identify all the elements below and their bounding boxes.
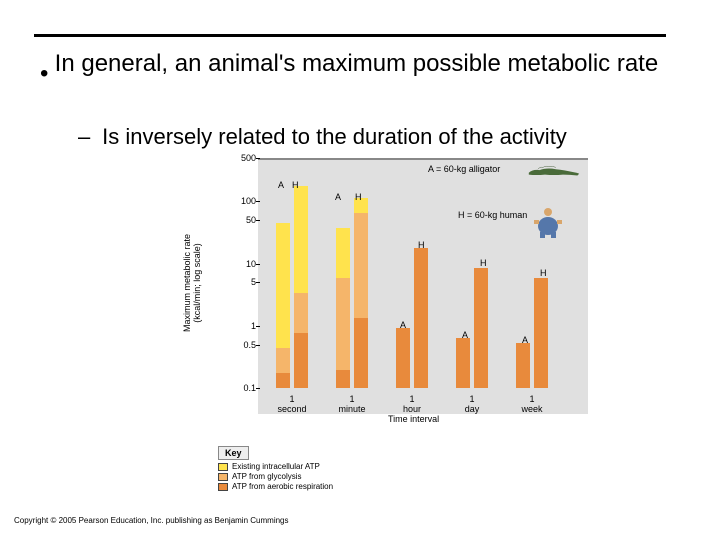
ytick: 1 [236, 321, 256, 331]
xtick: 1hour [390, 394, 434, 414]
divider [34, 34, 666, 37]
bar-segment [276, 348, 290, 373]
key-label: ATP from aerobic respiration [232, 482, 333, 491]
bar-segment [534, 278, 548, 388]
y-axis-label: Maximum metabolic rate (kcal/min; log sc… [182, 218, 202, 348]
swatch [218, 483, 228, 491]
key-label: ATP from glycolysis [232, 472, 302, 481]
ytick: 0.5 [236, 340, 256, 350]
annot: A [400, 320, 406, 330]
bar-segment [294, 293, 308, 333]
bar-segment [354, 318, 368, 388]
annot: H [355, 192, 362, 202]
annot: H [540, 268, 547, 278]
swatch [218, 473, 228, 481]
bullet-sub: – Is inversely related to the duration o… [78, 124, 567, 150]
ytick: 100 [236, 196, 256, 206]
key-title: Key [218, 446, 249, 460]
xtick: 1minute [330, 394, 374, 414]
bar-segment [456, 338, 470, 388]
ytick: 10 [236, 259, 256, 269]
chart: Maximum metabolic rate (kcal/min; log sc… [188, 158, 608, 438]
bar-segment [294, 186, 308, 293]
bar-segment [354, 213, 368, 318]
xtick: 1second [270, 394, 314, 414]
annot: H [418, 240, 425, 250]
key-row: Existing intracellular ATP [218, 462, 418, 471]
annot: H [292, 180, 299, 190]
bar-segment [474, 268, 488, 388]
ytick: 500 [236, 153, 256, 163]
bar-segment [336, 228, 350, 278]
annot: A [278, 180, 284, 190]
bullet-sub-text: Is inversely related to the duration of … [102, 124, 567, 149]
key-label: Existing intracellular ATP [232, 462, 320, 471]
bar-segment [276, 373, 290, 388]
key-row: ATP from aerobic respiration [218, 482, 418, 491]
legend-alligator: A = 60-kg alligator [428, 164, 500, 174]
annot: A [335, 192, 341, 202]
bullet-main-text: In general, an animal's maximum possible… [55, 50, 665, 78]
ytick: 50 [236, 215, 256, 225]
alligator-icon [526, 162, 582, 180]
legend-key: Key Existing intracellular ATPATP from g… [218, 446, 418, 492]
ytick: 5 [236, 277, 256, 287]
copyright: Copyright © 2005 Pearson Education, Inc.… [14, 516, 289, 525]
bullet-main: • In general, an animal's maximum possib… [40, 50, 665, 88]
bar-segment [294, 333, 308, 388]
human-icon [528, 206, 568, 238]
ytick: 0.1 [236, 383, 256, 393]
annot: H [480, 258, 487, 268]
legend-human: H = 60-kg human [458, 210, 527, 220]
x-axis-label: Time interval [388, 414, 439, 424]
bar-segment [336, 278, 350, 370]
annot: A [522, 335, 528, 345]
annot: A [462, 330, 468, 340]
xtick: 1week [510, 394, 554, 414]
bar-segment [396, 328, 410, 388]
xtick: 1day [450, 394, 494, 414]
bar-segment [516, 343, 530, 388]
bar-segment [276, 223, 290, 348]
swatch [218, 463, 228, 471]
bar-segment [336, 370, 350, 388]
key-row: ATP from glycolysis [218, 472, 418, 481]
bar-segment [414, 248, 428, 388]
